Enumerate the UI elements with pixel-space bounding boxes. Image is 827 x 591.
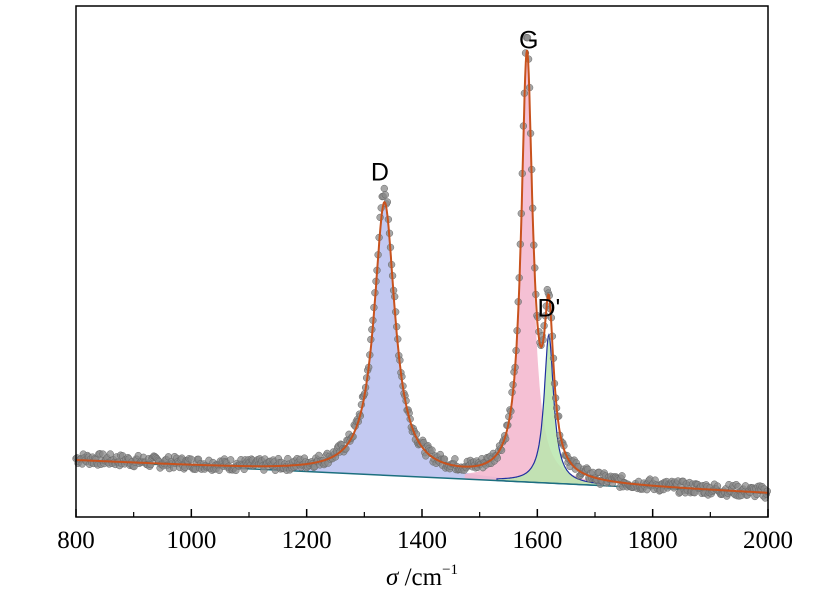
peak-label: G — [519, 27, 538, 55]
data-point — [381, 191, 389, 199]
data-points-layer — [72, 33, 771, 502]
data-point — [227, 456, 235, 464]
x-axis-symbol: σ — [386, 564, 400, 591]
x-tick-label: 1000 — [166, 527, 216, 554]
x-axis-ticks: 800 1000 1200 1400 1600 1800 2000 — [57, 509, 793, 554]
peak-component-fills — [270, 61, 602, 487]
x-tick-label: 2000 — [743, 527, 793, 554]
peak-label: D' — [537, 294, 560, 322]
x-axis-title: σ /cm−1 — [386, 562, 458, 591]
x-tick-label: 1200 — [282, 527, 332, 554]
data-point — [451, 455, 459, 463]
x-tick-label: 1800 — [628, 527, 678, 554]
peak-label: D — [371, 158, 389, 186]
x-tick-label: 800 — [57, 527, 95, 554]
peak-labels: D G D' — [371, 27, 560, 323]
fit-envelope-layer — [76, 49, 769, 494]
x-tick-label: 1600 — [512, 527, 562, 554]
fit-envelope-line — [76, 49, 769, 494]
x-tick-label: 1400 — [397, 527, 447, 554]
data-point — [428, 446, 436, 454]
x-axis-unit: /cm — [398, 564, 442, 591]
data-point — [618, 472, 626, 480]
peak-fill-d — [270, 203, 499, 481]
x-axis-exponent: −1 — [442, 562, 458, 578]
peak-fill-g — [464, 61, 590, 486]
data-point — [523, 34, 532, 42]
